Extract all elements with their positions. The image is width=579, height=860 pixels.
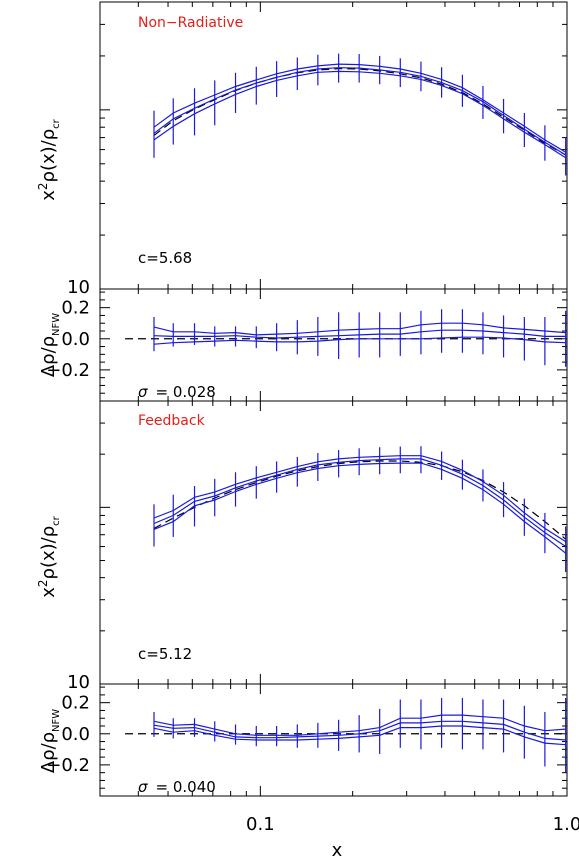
y-axis-label: x2ρ(x)/ρcr xyxy=(36,515,62,597)
sigma-value: = 0.028 xyxy=(156,383,216,401)
y-tick-label: 0.2 xyxy=(61,298,90,319)
y-label-sub: NFW xyxy=(51,313,62,336)
y-label-rest: ρ(x)/ρ xyxy=(38,526,59,580)
x-axis: x 0.1 1.0 xyxy=(246,814,579,860)
y-label-main: x xyxy=(38,587,59,598)
panel-frame xyxy=(99,1,568,290)
y-label-sup: 2 xyxy=(36,182,50,190)
sigma-value: = 0.040 xyxy=(156,778,216,796)
feedback-profile-panel: Feedback c=5.12 10 x2ρ(x)/ρcr xyxy=(36,400,568,693)
concentration-annotation: c=5.68 xyxy=(138,249,192,267)
y-label-rest: ρ(x)/ρ xyxy=(38,129,59,183)
y-tick-label: 10 xyxy=(67,672,90,693)
y-axis-label: Δρ/ρNFW xyxy=(38,709,62,773)
y-label-sub: cr xyxy=(51,515,62,525)
y-label-main: Δρ/ρ xyxy=(38,732,59,773)
non-radiative-profile-panel: Non−Radiative c=5.68 10 x2ρ(x)/ρcr xyxy=(36,1,568,298)
y-label-sup: 2 xyxy=(36,579,50,587)
non-radiative-residual-panel: σ = 0.028 Δρ/ρNFW 0.2 0.0 −0.2 xyxy=(38,288,568,402)
y-axis-label: Δρ/ρNFW xyxy=(38,313,62,377)
y-label-sub: cr xyxy=(51,118,62,128)
x-tick-label: 0.1 xyxy=(246,814,275,835)
x-tick-label: 1.0 xyxy=(553,814,579,835)
y-tick-label: 0.2 xyxy=(61,693,90,714)
feedback-residual-panel: σ = 0.040 Δρ/ρNFW 0.2 0.0 −0.2 xyxy=(38,683,568,797)
y-tick-label: 10 xyxy=(67,277,90,298)
y-label-main: x xyxy=(38,190,59,201)
y-label-sub: NFW xyxy=(51,709,62,732)
sigma-annotation: σ = 0.028 xyxy=(138,383,216,401)
panel-title: Feedback xyxy=(138,413,206,429)
sigma-annotation: σ = 0.040 xyxy=(138,778,216,796)
panel-frame xyxy=(99,683,568,797)
x-axis-label: x xyxy=(332,840,343,860)
y-tick-label: 0.0 xyxy=(61,724,90,745)
y-tick-label: −0.2 xyxy=(46,360,90,381)
sigma-symbol: σ xyxy=(138,778,148,796)
concentration-annotation: c=5.12 xyxy=(138,645,192,663)
y-tick-label: 0.0 xyxy=(61,329,90,350)
panel-title: Non−Radiative xyxy=(138,15,243,31)
reference-curve xyxy=(153,67,566,156)
y-tick-label: −0.2 xyxy=(46,755,90,776)
y-axis-label: x2ρ(x)/ρcr xyxy=(36,118,62,200)
panel-frame xyxy=(99,400,568,685)
y-label-main: Δρ/ρ xyxy=(38,336,59,377)
sigma-symbol: σ xyxy=(138,383,148,401)
